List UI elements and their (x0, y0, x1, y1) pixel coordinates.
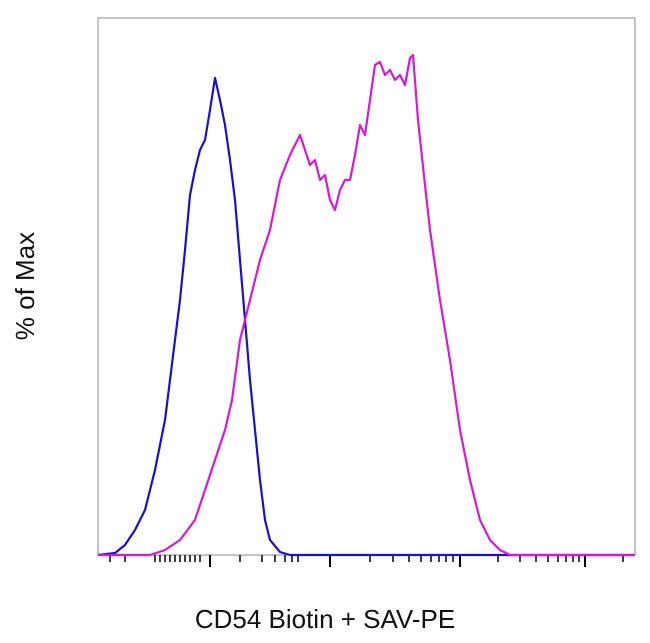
histogram-line (97, 76, 635, 557)
y-axis-label: % of Max (10, 232, 40, 340)
x-axis-label: CD54 Biotin + SAV-PE (195, 604, 455, 634)
plot-frame (97, 17, 636, 556)
histogram-line (98, 53, 635, 557)
